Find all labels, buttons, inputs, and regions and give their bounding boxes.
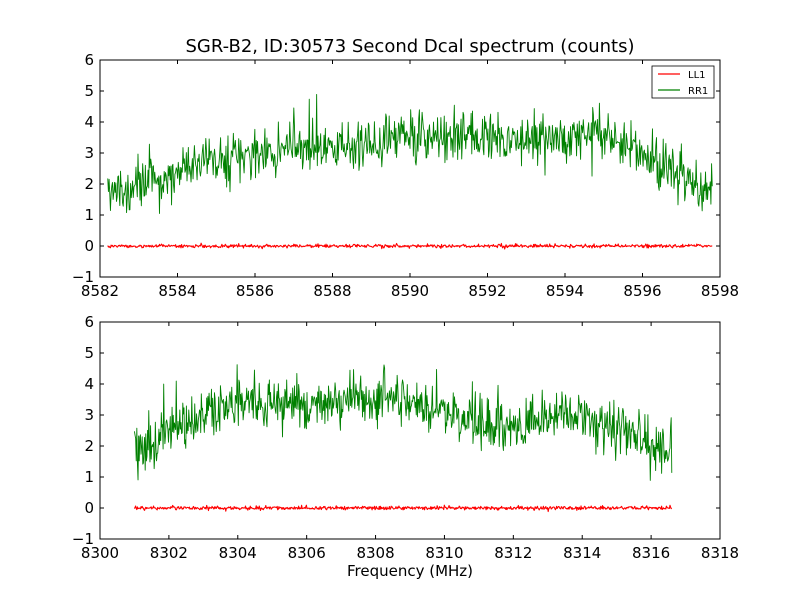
bottom-axis-ticks: 8300 8302 8304 8306 8308 8310 8312 8314 8316 8318… [72,313,739,562]
top-ytick-label: 6 [84,51,94,69]
legend-box [651,65,715,99]
legend-rr1-label: RR1 [688,86,708,97]
chart-title: SGR-B2, ID:30573 Second Dcal spectrum (c… [185,36,634,57]
top-ytick-label: 2 [84,175,94,193]
bottom-xtick-label: 8300 [81,544,119,562]
top-xtick-label: 8590 [391,282,429,300]
bottom-xtick-label: 8314 [563,544,601,562]
top-axis-ticks: 8582 8584 8586 8588 8590 8592 8594 8596 8598 −1 0 1… [72,51,739,300]
bottom-xtick-label: 8306 [288,544,326,562]
top-ytick-label: −1 [72,268,94,286]
bottom-ytick-label: 4 [84,375,94,393]
top-series-ll1 [107,242,713,250]
top-ytick-label: 3 [84,144,94,162]
bottom-xtick-label: 8316 [632,544,670,562]
bottom-ytick-label: 3 [84,406,94,424]
top-ytick-label: 4 [84,113,94,131]
bottom-ytick-label: 5 [84,344,94,362]
bottom-panel: 8300 8302 8304 8306 8308 8310 8312 8314 8316 8318… [72,313,739,580]
bottom-ytick-label: −1 [72,530,94,548]
top-xtick-label: 8596 [623,282,661,300]
bottom-xtick-label: 8308 [356,544,394,562]
legend-ll1-label: LL1 [688,70,706,81]
bottom-ytick-label: 2 [84,437,94,455]
top-xtick-label: 8594 [546,282,584,300]
bottom-xtick-label: 8310 [425,544,463,562]
bottom-xtick-label: 8312 [494,544,532,562]
bottom-ytick-label: 1 [84,468,94,486]
top-ytick-label: 1 [84,206,94,224]
bottom-xtick-label: 8318 [701,544,739,562]
top-panel: 8582 8584 8586 8588 8590 8592 8594 8596 8598 −1 0 1… [72,51,739,300]
top-ytick-label: 5 [84,82,94,100]
top-xtick-label: 8586 [236,282,274,300]
top-series-rr1 [107,93,713,214]
top-xtick-label: 8592 [468,282,506,300]
top-xtick-label: 8582 [81,282,119,300]
bottom-ytick-label: 0 [84,499,94,517]
bottom-xtick-label: 8302 [150,544,188,562]
x-axis-label: Frequency (MHz) [347,562,473,580]
bottom-xtick-label: 8304 [219,544,257,562]
bottom-series-rr1 [133,364,673,481]
bottom-series-lines [133,364,673,513]
top-series-lines [107,93,713,250]
top-xtick-label: 8598 [701,282,739,300]
bottom-ytick-label: 6 [84,313,94,331]
top-xtick-label: 8588 [313,282,351,300]
bottom-series-ll1 [133,504,673,513]
legend: LL1 RR1 [651,65,715,99]
bottom-axes-frame [99,321,721,540]
top-ytick-label: 0 [84,237,94,255]
top-xtick-label: 8584 [158,282,196,300]
